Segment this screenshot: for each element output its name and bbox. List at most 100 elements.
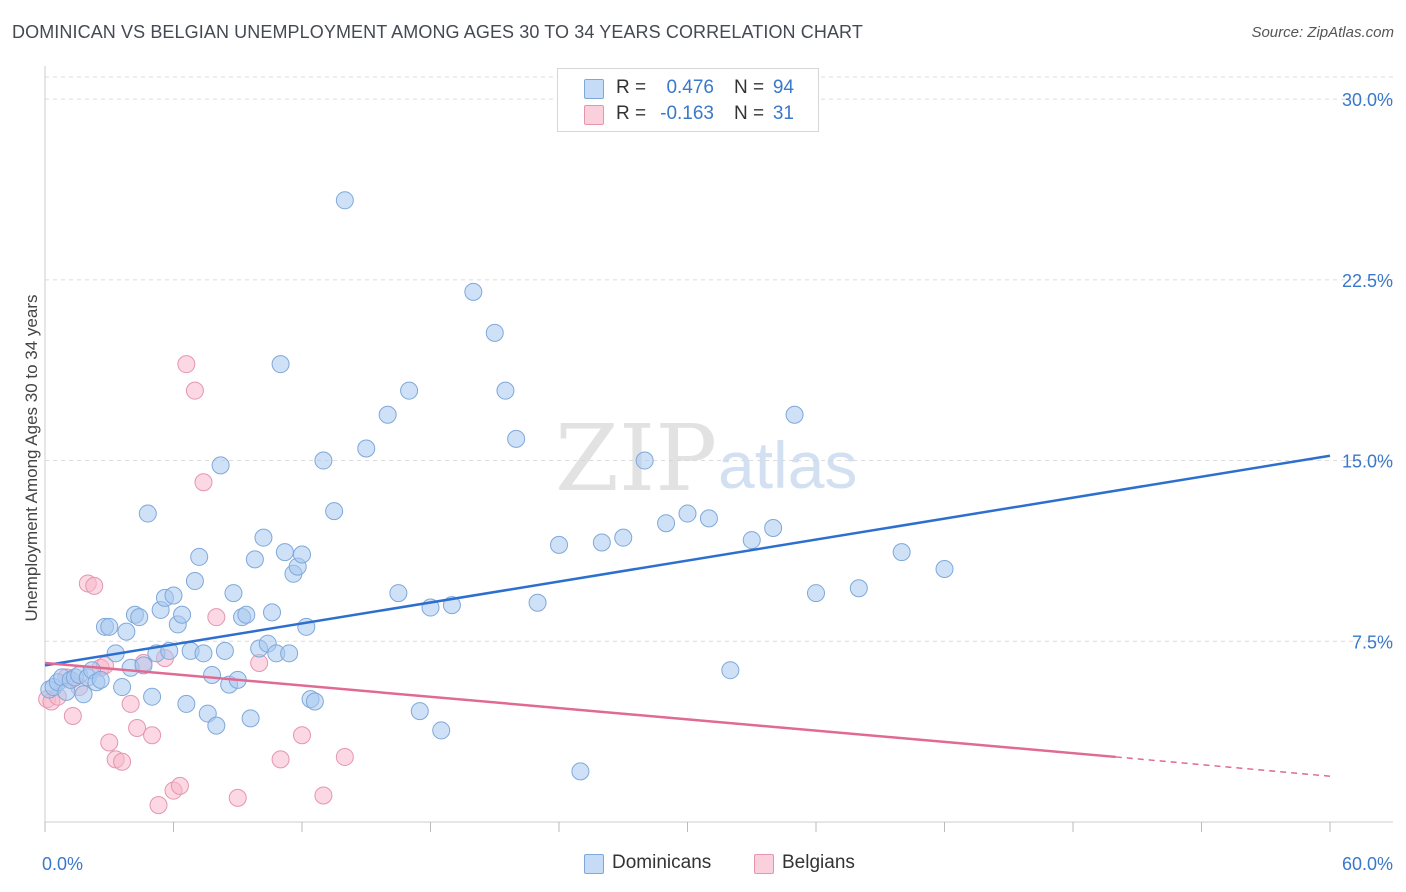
dominican-point	[134, 656, 153, 675]
dominican-point	[254, 528, 273, 547]
dominican-point	[138, 504, 157, 523]
legend-row-dominicans: R = 0.476 N = 94	[558, 76, 818, 100]
dominican-point	[678, 504, 697, 523]
belgian-point	[143, 726, 162, 745]
belgians-swatch	[754, 854, 774, 874]
dominican-point	[849, 579, 868, 598]
dominican-point	[215, 641, 234, 660]
dominican-point	[314, 451, 333, 470]
belgian-point	[63, 706, 82, 725]
r-value: -0.163	[660, 103, 714, 124]
dominican-point	[164, 586, 183, 605]
dominican-point	[389, 584, 408, 603]
n-label: N =	[734, 77, 765, 98]
dominican-point	[378, 405, 397, 424]
dominican-point	[237, 605, 256, 624]
r-label: R =	[616, 103, 647, 124]
belgians-swatch	[584, 105, 604, 125]
y-tick-label: 30.0%	[1342, 90, 1393, 110]
belgians-trend-extension	[1115, 756, 1331, 777]
n-value: 31	[772, 103, 794, 124]
y-tick-label: 7.5%	[1352, 632, 1393, 652]
dominican-point	[173, 605, 192, 624]
dominican-point	[211, 456, 230, 475]
dominican-point	[335, 191, 354, 210]
dominican-point	[485, 323, 504, 342]
tick-labels: 7.5% 15.0% 22.5% 30.0% 0.0% 60.0%	[42, 90, 1393, 874]
dominican-point	[91, 670, 110, 689]
belgian-point	[170, 776, 189, 795]
dominican-point	[190, 547, 209, 566]
dominicans-trend-line	[44, 454, 1331, 667]
dominican-point	[224, 584, 243, 603]
dominican-point	[432, 721, 451, 740]
belgian-point	[185, 381, 204, 400]
dominican-point	[241, 709, 260, 728]
dominican-point	[935, 559, 954, 578]
x-tick-label: 60.0%	[1342, 854, 1393, 874]
belgian-point	[128, 719, 147, 738]
dominican-point	[275, 543, 294, 562]
dominican-point	[635, 451, 654, 470]
dominican-point	[143, 687, 162, 706]
y-tick-label: 22.5%	[1342, 271, 1393, 291]
belgian-point	[335, 747, 354, 766]
dominican-point	[785, 405, 804, 424]
belgian-point	[293, 726, 311, 745]
dominican-point	[507, 429, 526, 448]
dominicans-swatch	[584, 854, 604, 874]
dominican-point	[305, 692, 324, 711]
dominican-point	[263, 603, 282, 622]
dominican-point	[117, 622, 136, 641]
dominican-point	[807, 584, 825, 603]
dominican-point	[207, 716, 226, 735]
dominican-point	[293, 545, 311, 564]
belgian-point	[228, 788, 247, 807]
dominican-point	[721, 661, 740, 680]
dominicans-swatch	[584, 79, 604, 99]
belgian-point	[194, 473, 213, 492]
dominican-point	[657, 514, 676, 533]
dominican-point	[464, 282, 483, 301]
belgian-point	[121, 694, 140, 713]
dominican-point	[496, 381, 515, 400]
dominican-point	[185, 572, 204, 591]
dominican-point	[528, 593, 547, 612]
dominican-point	[113, 678, 132, 697]
belgian-point	[85, 576, 104, 595]
dominican-point	[614, 528, 633, 547]
belgians-trend-line	[44, 661, 1116, 759]
dominican-point	[410, 702, 429, 721]
dominican-point	[130, 608, 149, 627]
dominican-point	[280, 644, 299, 663]
belgian-point	[271, 750, 290, 769]
dominican-point	[764, 519, 783, 538]
belgian-point	[113, 752, 132, 771]
dominican-point	[742, 531, 761, 550]
dominican-point	[325, 502, 344, 521]
dominican-point	[177, 694, 196, 713]
dominican-point	[592, 533, 611, 552]
dominican-point	[203, 666, 222, 685]
r-label: R =	[616, 77, 647, 98]
dominican-point	[100, 617, 119, 636]
dominican-point	[550, 535, 568, 554]
belgian-point	[177, 355, 196, 374]
dominicans-points	[40, 191, 954, 781]
legend-row-belgians: R = -0.163 N = 31	[558, 102, 818, 126]
belgian-point	[207, 608, 226, 627]
dominicans-label: Dominicans	[612, 852, 712, 873]
watermark-atlas: atlas	[718, 428, 857, 502]
n-label: N =	[734, 103, 765, 124]
x-tick-label: 0.0%	[42, 854, 83, 874]
y-tick-label: 15.0%	[1342, 452, 1393, 472]
dominican-point	[699, 509, 718, 528]
correlation-legend: R = 0.476 N = 94 R = -0.163 N = 31	[557, 68, 819, 132]
dominican-point	[74, 685, 93, 704]
dominican-point	[571, 762, 590, 781]
belgian-point	[100, 733, 119, 752]
source-label: Source: ZipAtlas.com	[1251, 24, 1394, 41]
dominican-point	[400, 381, 419, 400]
r-value: 0.476	[666, 77, 714, 98]
